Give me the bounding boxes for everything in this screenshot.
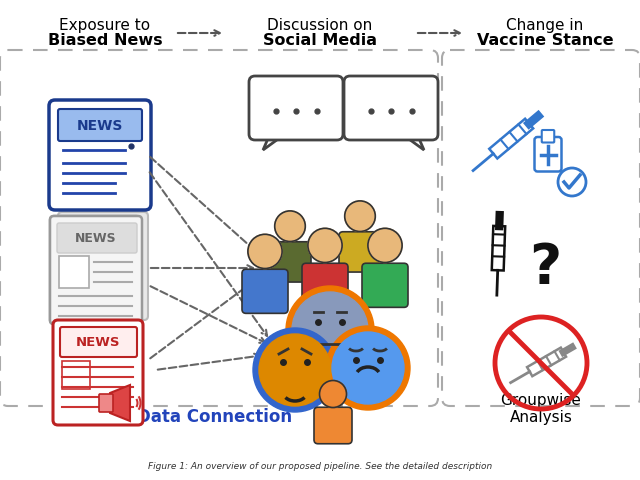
FancyBboxPatch shape xyxy=(314,407,352,444)
Circle shape xyxy=(308,228,342,263)
Text: Social Media: Social Media xyxy=(263,33,377,48)
Text: ?: ? xyxy=(529,241,561,295)
Circle shape xyxy=(326,326,410,410)
Text: NEWS: NEWS xyxy=(77,119,123,133)
FancyBboxPatch shape xyxy=(60,327,137,357)
FancyBboxPatch shape xyxy=(534,137,561,171)
FancyBboxPatch shape xyxy=(50,216,140,324)
Polygon shape xyxy=(263,134,285,150)
Circle shape xyxy=(292,292,368,368)
FancyBboxPatch shape xyxy=(53,320,143,425)
Text: Biased News: Biased News xyxy=(48,33,163,48)
Text: NEWS: NEWS xyxy=(76,336,120,348)
Text: Change in: Change in xyxy=(506,18,584,33)
FancyBboxPatch shape xyxy=(99,394,113,412)
FancyBboxPatch shape xyxy=(344,76,438,140)
Circle shape xyxy=(319,381,346,408)
Circle shape xyxy=(248,234,282,268)
FancyBboxPatch shape xyxy=(302,263,348,307)
FancyBboxPatch shape xyxy=(362,263,408,307)
Circle shape xyxy=(332,332,404,404)
FancyBboxPatch shape xyxy=(58,109,142,141)
Polygon shape xyxy=(110,385,130,421)
Circle shape xyxy=(286,286,374,374)
FancyBboxPatch shape xyxy=(339,232,381,272)
Circle shape xyxy=(253,328,337,412)
Circle shape xyxy=(558,168,586,196)
Text: Vaccine Stance: Vaccine Stance xyxy=(477,33,613,48)
FancyBboxPatch shape xyxy=(62,361,90,389)
Circle shape xyxy=(259,334,331,406)
FancyBboxPatch shape xyxy=(50,216,142,324)
Polygon shape xyxy=(492,226,505,271)
FancyBboxPatch shape xyxy=(57,223,137,253)
Polygon shape xyxy=(402,134,424,150)
Text: Discussion on: Discussion on xyxy=(268,18,372,33)
Text: Exposure to: Exposure to xyxy=(60,18,150,33)
Circle shape xyxy=(275,211,305,241)
FancyBboxPatch shape xyxy=(249,76,343,140)
FancyBboxPatch shape xyxy=(49,100,151,210)
FancyBboxPatch shape xyxy=(541,130,554,143)
FancyBboxPatch shape xyxy=(59,256,89,288)
Text: Data Connection: Data Connection xyxy=(138,408,292,426)
Text: NEWS: NEWS xyxy=(75,231,117,244)
FancyBboxPatch shape xyxy=(269,242,311,282)
FancyBboxPatch shape xyxy=(58,212,148,320)
FancyBboxPatch shape xyxy=(242,269,288,313)
Circle shape xyxy=(345,201,375,231)
Text: Groupwise
Analysis: Groupwise Analysis xyxy=(500,393,581,425)
Polygon shape xyxy=(527,348,566,376)
Circle shape xyxy=(368,228,402,263)
Text: Figure 1: An overview of our proposed pipeline. See the detailed description: Figure 1: An overview of our proposed pi… xyxy=(148,462,492,471)
Polygon shape xyxy=(489,119,533,158)
